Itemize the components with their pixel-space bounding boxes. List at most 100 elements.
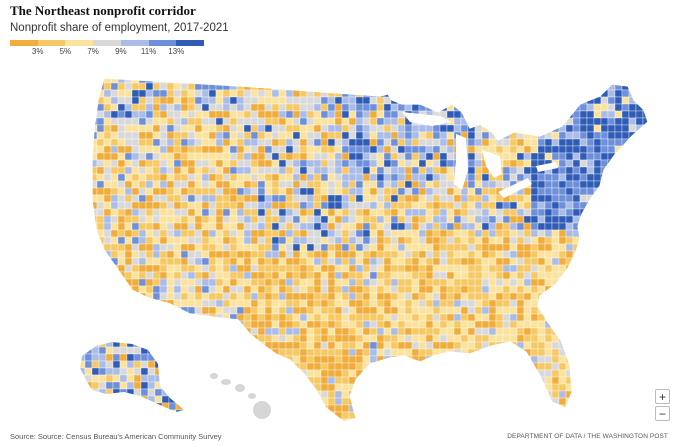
county-cell: [474, 208, 483, 217]
county-cell: [285, 285, 294, 294]
county-cell: [229, 362, 238, 371]
county-cell: [495, 362, 504, 371]
county-cell: [530, 292, 539, 301]
county-cell: [509, 243, 518, 252]
county-cell: [166, 418, 175, 422]
county-cell: [418, 334, 427, 343]
county-cell: [642, 341, 648, 350]
county-cell: [110, 292, 119, 301]
county-cell: [285, 138, 294, 147]
county-cell: [229, 145, 238, 154]
county-cell: [145, 418, 154, 422]
county-cell: [117, 250, 126, 259]
county-cell: [516, 292, 525, 301]
lake-ontario: [536, 162, 558, 172]
county-cell: [551, 418, 560, 422]
county-cell: [411, 180, 420, 189]
county-cell: [523, 89, 532, 98]
county-cell: [117, 180, 126, 189]
county-cell: [147, 342, 156, 348]
county-cell: [376, 82, 385, 91]
county-cell: [271, 306, 280, 315]
county-cell: [96, 257, 105, 266]
county-cell: [523, 327, 532, 336]
county-cell: [96, 418, 105, 422]
county-cell: [236, 355, 245, 364]
county-cell: [243, 215, 252, 224]
county-cell: [194, 369, 203, 378]
county-cell: [369, 103, 378, 112]
county-cell: [133, 342, 142, 348]
county-cell: [460, 383, 469, 392]
county-cell: [495, 390, 504, 399]
county-cell: [236, 376, 245, 385]
zoom-out-button[interactable]: −: [655, 406, 670, 421]
county-cell: [271, 418, 280, 422]
county-cell: [502, 383, 511, 392]
county-cell: [124, 82, 133, 91]
county-cell: [488, 383, 497, 392]
alaska-mosaic: [80, 342, 184, 412]
county-cell: [607, 334, 616, 343]
county-cell: [166, 327, 175, 336]
county-cell: [502, 306, 511, 315]
county-cell: [103, 145, 112, 154]
county-cell: [628, 229, 637, 238]
county-cell: [194, 194, 203, 203]
county-cell: [180, 89, 189, 98]
county-cell: [509, 397, 518, 406]
county-cell: [628, 145, 637, 154]
county-cell: [320, 341, 329, 350]
zoom-in-button[interactable]: +: [655, 389, 670, 404]
county-cell: [439, 145, 448, 154]
county-cell: [572, 78, 581, 84]
county-cell: [411, 306, 420, 315]
county-cell: [264, 82, 273, 91]
county-cell: [635, 166, 644, 175]
county-cell: [509, 82, 518, 91]
county-cell: [439, 271, 448, 280]
county-cell: [516, 194, 525, 203]
county-cell: [425, 390, 434, 399]
county-cell: [348, 82, 357, 91]
county-cell: [154, 346, 163, 355]
county-cell: [404, 103, 413, 112]
county-cell: [551, 152, 560, 161]
county-cell: [215, 78, 224, 84]
county-cell: [607, 285, 616, 294]
county-cell: [173, 243, 182, 252]
county-cell: [383, 299, 392, 308]
county-cell: [299, 327, 308, 336]
county-cell: [614, 89, 623, 98]
county-cell: [334, 243, 343, 252]
county-cell: [544, 299, 553, 308]
county-cell: [140, 360, 149, 369]
county-cell: [187, 292, 196, 301]
county-cell: [208, 320, 217, 329]
county-cell: [222, 215, 231, 224]
county-cell: [495, 117, 504, 126]
county-cell: [103, 222, 112, 231]
county-cell: [215, 334, 224, 343]
county-cell: [110, 208, 119, 217]
county-cell: [124, 222, 133, 231]
county-cell: [446, 313, 455, 322]
county-cell: [285, 124, 294, 133]
county-cell: [355, 117, 364, 126]
county-cell: [152, 215, 161, 224]
county-cell: [264, 201, 273, 210]
county-cell: [467, 355, 476, 364]
great-lakes: [402, 112, 558, 198]
county-cell: [292, 306, 301, 315]
county-cell: [250, 348, 259, 357]
county-cell: [271, 390, 280, 399]
county-cell: [565, 285, 574, 294]
county-cell: [607, 362, 616, 371]
county-cell: [271, 89, 280, 98]
county-cell: [80, 360, 86, 369]
county-cell: [369, 78, 378, 84]
county-cell: [425, 194, 434, 203]
county-cell: [369, 334, 378, 343]
county-cell: [579, 78, 588, 84]
